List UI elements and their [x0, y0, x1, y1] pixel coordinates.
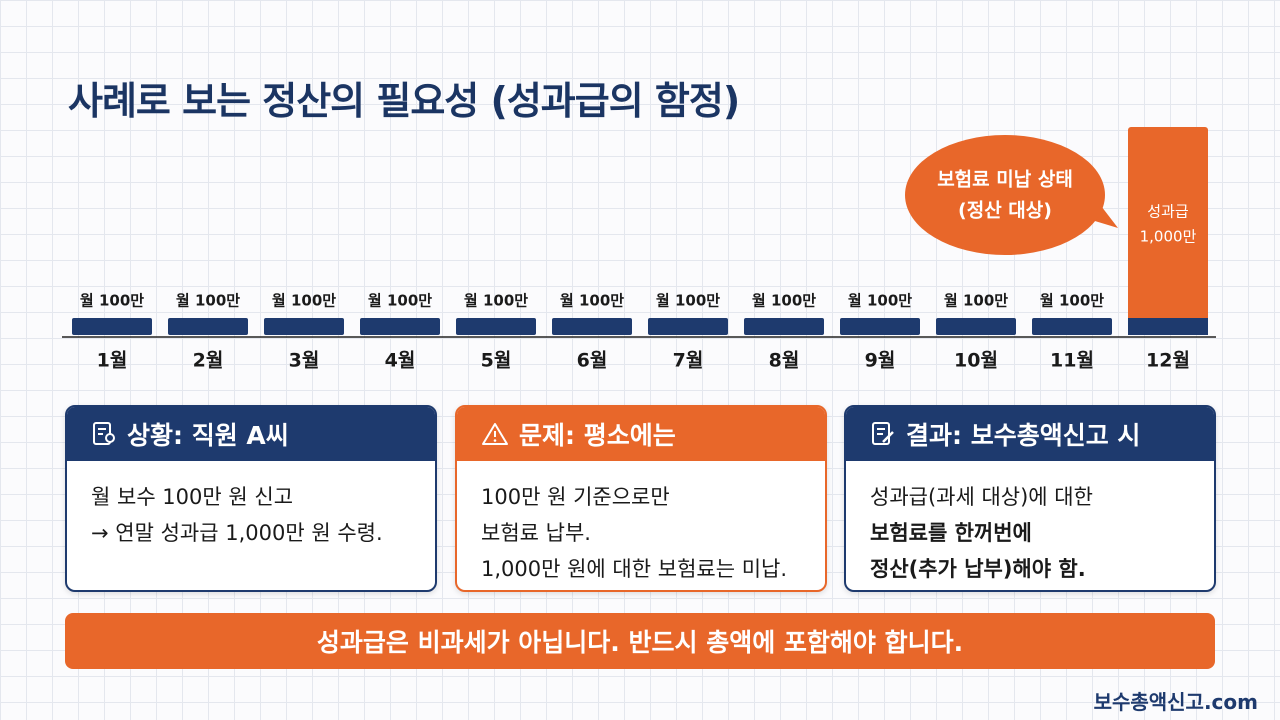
callout-text: 보험료 미납 상태 [937, 169, 1073, 191]
bar [744, 318, 824, 335]
timeline: 보험료 미납 상태 (정산 대상) 월 100만 1월 월 100만 2월 월 100만 3월… [62, 127, 1216, 372]
amount-label: 월 100만 [272, 292, 336, 310]
card-header: 문제: 평소에는 [457, 407, 825, 461]
card-title: 상황: 직원 A씨 [127, 421, 289, 450]
card-line: 100만 원 기준으로만 [481, 485, 670, 509]
card-body: 100만 원 기준으로만 보험료 납부. 1,000만 원에 대한 보험료는 미… [457, 461, 825, 587]
amount-label: 월 100만 [656, 292, 720, 310]
card-title: 문제: 평소에는 [519, 421, 676, 450]
month-label: 8월 [769, 350, 800, 372]
title: 사례로 보는 정산의 필요성 (성과급의 함정) [68, 79, 740, 123]
bar [936, 318, 1016, 335]
callout [905, 135, 1105, 255]
card: 문제: 평소에는 100만 원 기준으로만 보험료 납부. 1,000만 원에 … [455, 405, 827, 592]
amount-label: 1,000만 [1140, 228, 1197, 246]
amount-label: 성과급 [1147, 203, 1189, 221]
card-line: 보험료 납부. [481, 521, 591, 545]
amount-label: 월 100만 [176, 292, 240, 310]
card-header: 결과: 보수총액신고 시 [846, 407, 1214, 461]
icon [93, 422, 115, 445]
card-line: 월 보수 100만 원 신고 [91, 485, 294, 509]
amount-label: 월 100만 [944, 292, 1008, 310]
amount-label: 월 100만 [560, 292, 624, 310]
card-line: → 연말 성과급 1,000만 원 수령. [91, 521, 383, 545]
month-label: 2월 [193, 350, 224, 372]
month-label: 12월 [1146, 350, 1190, 372]
bar [360, 318, 440, 335]
amount-label: 월 100만 [464, 292, 528, 310]
bar [552, 318, 632, 335]
month-label: 6월 [577, 350, 608, 372]
icon [482, 423, 508, 445]
amount-label: 월 100만 [80, 292, 144, 310]
bar [1032, 318, 1112, 335]
card-line: 1,000만 원에 대한 보험료는 미납. [481, 557, 788, 581]
month-label: 11월 [1050, 350, 1094, 372]
month-label: 1월 [97, 350, 128, 372]
footer: 보수총액신고.com [1093, 690, 1258, 714]
bar [648, 318, 728, 335]
bar [456, 318, 536, 335]
month-label: 4월 [385, 350, 416, 372]
month-label: 10월 [954, 350, 998, 372]
bar [72, 318, 152, 335]
month-label: 5월 [481, 350, 512, 372]
banner: 성과급은 비과세가 아닙니다. 반드시 총액에 포함해야 합니다. [65, 613, 1215, 669]
card-body: 성과급(과세 대상)에 대한 보험료를 한꺼번에 정산(추가 납부)해야 함. [846, 461, 1214, 587]
amount-label: 월 100만 [1040, 292, 1104, 310]
bar [264, 318, 344, 335]
month-label: 7월 [673, 350, 704, 372]
card-line: 정산(추가 납부)해야 함. [870, 557, 1086, 581]
month-label: 3월 [289, 350, 320, 372]
icon [872, 422, 894, 445]
card-header: 상황: 직원 A씨 [67, 407, 435, 461]
callout-text: (정산 대상) [958, 200, 1052, 222]
bonus-bar [1128, 127, 1208, 335]
card: 결과: 보수총액신고 시 성과급(과세 대상)에 대한 보험료를 한꺼번에 정산… [844, 405, 1216, 592]
card-line: 성과급(과세 대상)에 대한 [870, 485, 1093, 509]
amount-label: 월 100만 [848, 292, 912, 310]
month-label: 9월 [865, 350, 896, 372]
card-line: 보험료를 한꺼번에 [870, 521, 1032, 545]
card: 상황: 직원 A씨 월 보수 100만 원 신고 → 연말 성과급 1,000만… [65, 405, 437, 592]
bar [840, 318, 920, 335]
bar [1128, 318, 1208, 335]
amount-label: 월 100만 [368, 292, 432, 310]
card-body: 월 보수 100만 원 신고 → 연말 성과급 1,000만 원 수령. [67, 461, 435, 551]
amount-label: 월 100만 [752, 292, 816, 310]
card-title: 결과: 보수총액신고 시 [906, 421, 1141, 450]
bar [168, 318, 248, 335]
